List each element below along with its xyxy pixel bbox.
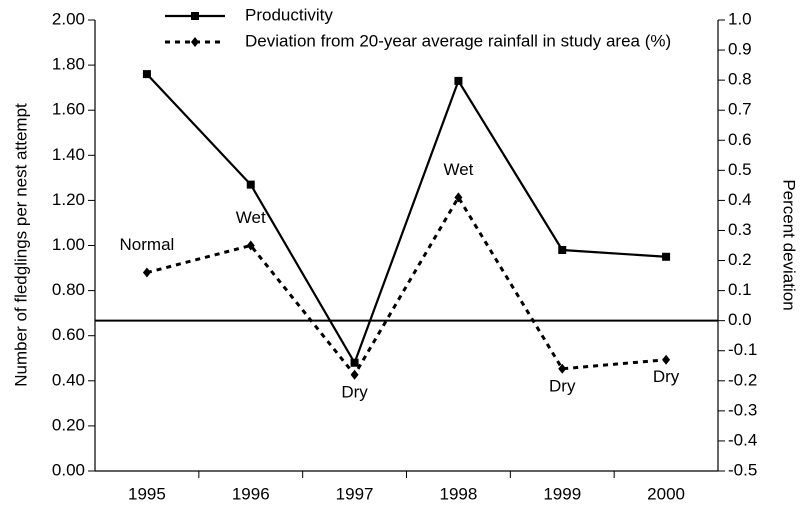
y2-tick-label: -0.3 — [728, 400, 757, 419]
y2-tick-label: -0.2 — [728, 370, 757, 389]
y-tick-label: 0.40 — [52, 370, 85, 389]
y-tick-label: 1.20 — [52, 190, 85, 209]
point-marker — [142, 70, 151, 79]
y-tick-label: 1.80 — [52, 55, 85, 74]
legend-marker — [191, 12, 199, 20]
x-tick-label: 1996 — [232, 484, 270, 503]
point-label: Wet — [443, 160, 473, 179]
point-marker — [558, 363, 567, 374]
y2-tick-label: 0.7 — [728, 100, 752, 119]
y2-tick-label: 0.1 — [728, 280, 752, 299]
y2-tick-label: 0.4 — [728, 190, 752, 209]
legend-label: Deviation from 20-year average rainfall … — [245, 31, 671, 50]
point-marker — [246, 240, 255, 251]
x-tick-label: 1997 — [336, 484, 374, 503]
x-tick-label: 2000 — [647, 484, 685, 503]
y2-tick-label: 0.2 — [728, 250, 752, 269]
y2-tick-label: 0.3 — [728, 220, 752, 239]
y2-tick-label: 0.0 — [728, 310, 752, 329]
point-marker — [142, 267, 151, 278]
y2-tick-label: 0.8 — [728, 70, 752, 89]
point-marker — [350, 358, 359, 367]
point-marker — [246, 180, 255, 189]
series-line — [146, 73, 667, 366]
point-marker — [454, 192, 463, 203]
x-tick-label: 1995 — [128, 484, 166, 503]
x-tick-label: 1998 — [440, 484, 478, 503]
point-label: Normal — [120, 235, 175, 254]
point-label: Dry — [341, 382, 368, 401]
y-tick-label: 0.00 — [52, 460, 85, 479]
y2-axis-label: Percent deviation — [780, 179, 799, 310]
y-tick-label: 0.80 — [52, 280, 85, 299]
point-label: Dry — [653, 367, 680, 386]
x-tick-label: 1999 — [543, 484, 581, 503]
point-marker — [350, 369, 359, 380]
y-tick-label: 0.20 — [52, 415, 85, 434]
y-axis-label: Number of fledglings per nest attempt — [11, 103, 30, 387]
point-label: Dry — [549, 376, 576, 395]
point-marker — [662, 354, 671, 365]
y2-tick-label: 0.6 — [728, 130, 752, 149]
point-marker — [558, 246, 567, 255]
y-tick-label: 2.00 — [52, 9, 85, 28]
y2-tick-label: -0.5 — [728, 460, 757, 479]
y-tick-label: 1.60 — [52, 100, 85, 119]
legend-marker — [191, 37, 199, 47]
point-label: Wet — [236, 208, 266, 227]
y-tick-label: 1.40 — [52, 145, 85, 164]
y2-tick-label: 1.0 — [728, 9, 752, 28]
legend-label: Productivity — [245, 5, 333, 24]
point-marker — [454, 76, 463, 85]
y2-tick-label: 0.5 — [728, 160, 752, 179]
y2-tick-label: 0.9 — [728, 40, 752, 59]
y-tick-label: 1.00 — [52, 235, 85, 254]
y2-tick-label: -0.1 — [728, 340, 757, 359]
y-tick-label: 0.60 — [52, 325, 85, 344]
point-marker — [662, 252, 671, 261]
y2-tick-label: -0.4 — [728, 430, 757, 449]
